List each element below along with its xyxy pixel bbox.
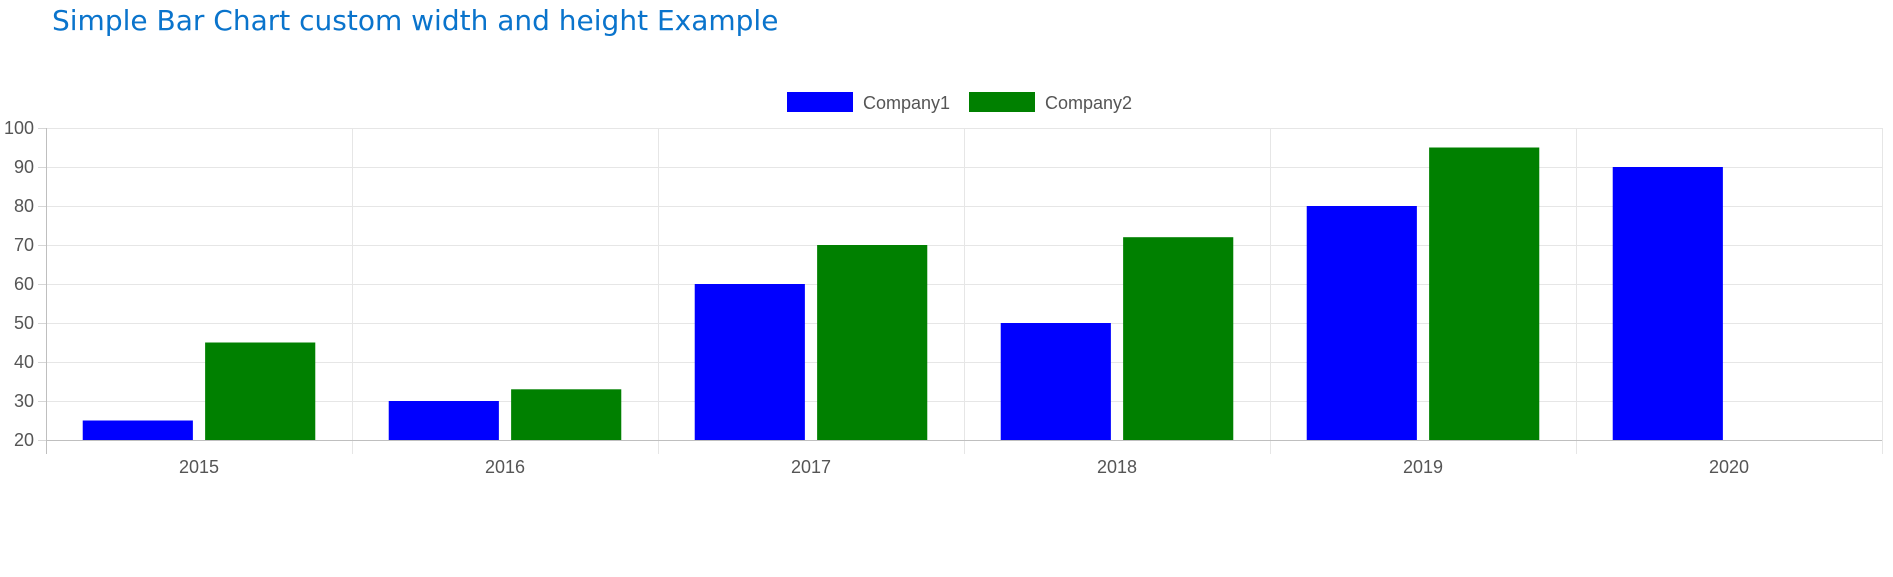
y-axis-tick-labels: 20 30 40 50 60 70 80 90 100 [4, 118, 34, 450]
y-tick-label: 30 [14, 391, 34, 411]
page-title: Simple Bar Chart custom width and height… [52, 4, 779, 37]
legend-label: Company2 [1045, 93, 1132, 113]
chart-gridlines [38, 128, 1883, 454]
bar-company1-2017 [694, 284, 805, 440]
bar-chart: 20 30 40 50 60 70 80 90 100 2015 2016 2017 2018 2019… [4, 92, 1883, 477]
legend-swatch-company1 [787, 92, 853, 112]
bar-company1-2019 [1306, 206, 1417, 440]
y-tick-label: 90 [14, 157, 34, 177]
chart-legend: Company1 Company2 [787, 92, 1132, 113]
chart-bars [82, 147, 1723, 440]
y-tick-label: 50 [14, 313, 34, 333]
y-tick-label: 40 [14, 352, 34, 372]
chart-axes [46, 128, 1882, 454]
x-tick-label: 2018 [1097, 457, 1137, 477]
bar-company2-2017 [817, 245, 928, 440]
bar-company2-2015 [205, 342, 316, 440]
y-tick-label: 100 [4, 118, 34, 138]
x-tick-label: 2016 [485, 457, 525, 477]
bar-company2-2018 [1123, 237, 1234, 440]
legend-label: Company1 [863, 93, 950, 113]
y-tick-label: 60 [14, 274, 34, 294]
bar-company1-2015 [82, 420, 193, 440]
x-tick-label: 2017 [791, 457, 831, 477]
bar-company2-2016 [511, 389, 622, 440]
y-tick-label: 80 [14, 196, 34, 216]
x-tick-label: 2015 [179, 457, 219, 477]
y-tick-label: 20 [14, 430, 34, 450]
bar-company1-2018 [1000, 323, 1111, 440]
bar-company1-2016 [388, 401, 499, 440]
legend-swatch-company2 [969, 92, 1035, 112]
y-tick-label: 70 [14, 235, 34, 255]
x-axis-tick-labels: 2015 2016 2017 2018 2019 2020 [179, 457, 1749, 477]
x-tick-label: 2020 [1709, 457, 1749, 477]
bar-company1-2020 [1612, 167, 1723, 440]
bar-company2-2019 [1429, 147, 1540, 440]
x-tick-label: 2019 [1403, 457, 1443, 477]
